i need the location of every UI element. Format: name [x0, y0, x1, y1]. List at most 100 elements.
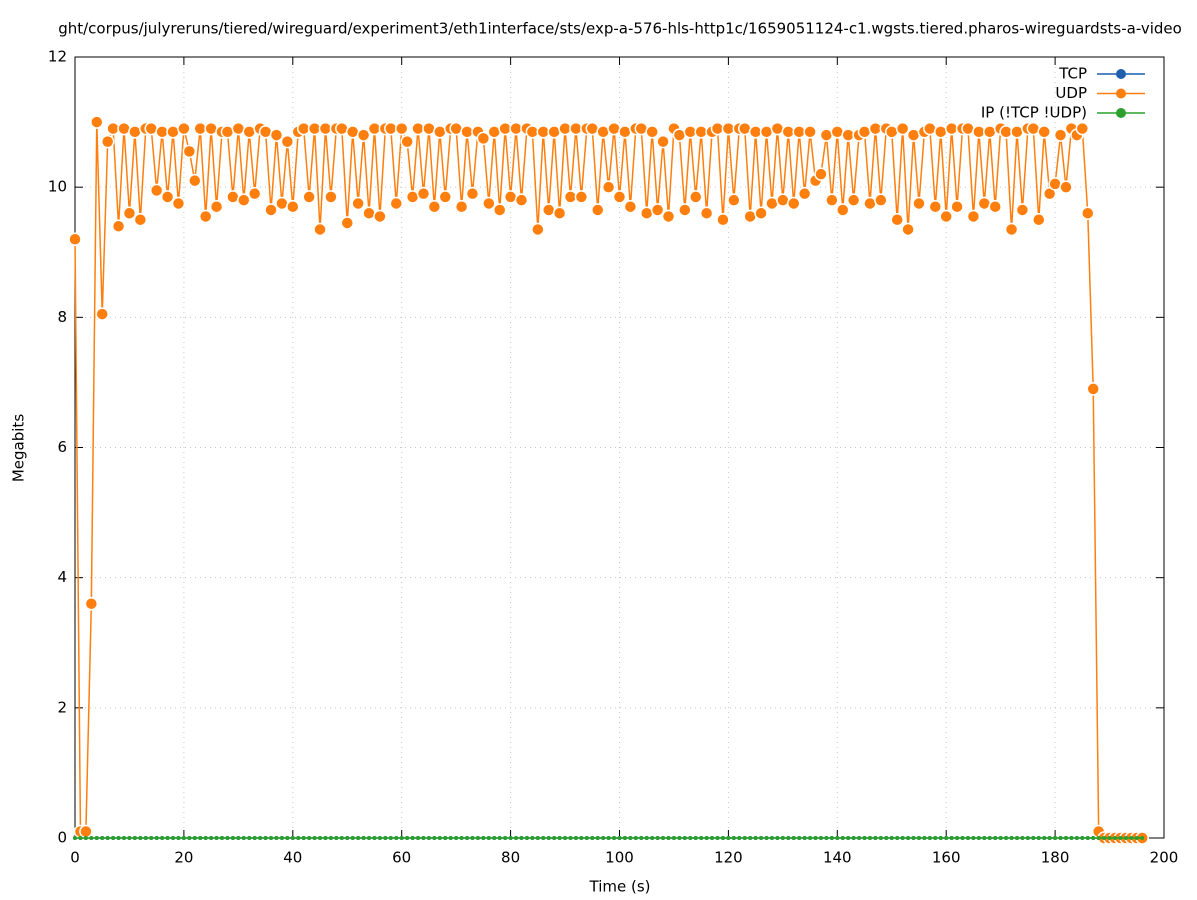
data-point: [950, 199, 964, 214]
data-point: [1081, 206, 1095, 220]
data-point: [824, 836, 829, 840]
data-point: [1026, 121, 1041, 136]
data-point: [422, 121, 436, 136]
data-point: [160, 836, 165, 840]
data-point: [547, 125, 561, 139]
data-point: [753, 836, 758, 840]
data-point: [568, 836, 573, 840]
data-point: [296, 836, 301, 840]
data-point: [432, 836, 437, 840]
data-point: [901, 222, 915, 237]
data-point: [846, 193, 861, 207]
x-tick-label: 160: [932, 849, 961, 867]
data-point: [269, 836, 274, 840]
data-point: [830, 125, 845, 139]
data-point: [105, 836, 110, 840]
data-point: [726, 836, 731, 840]
data-point: [731, 836, 736, 840]
data-point: [405, 836, 410, 840]
data-point: [410, 836, 415, 840]
data-point: [323, 836, 328, 840]
data-point: [573, 836, 578, 840]
data-point: [83, 836, 88, 840]
data-point: [748, 836, 753, 840]
data-point: [198, 209, 213, 224]
data-point: [264, 203, 278, 217]
data-point: [258, 125, 273, 139]
y-tick-label: 6: [57, 438, 67, 456]
data-point: [966, 209, 981, 224]
data-point: [318, 836, 323, 840]
data-point: [715, 836, 720, 840]
data-point: [944, 836, 949, 840]
x-tick-label: 180: [1041, 849, 1070, 867]
data-point: [1036, 836, 1041, 840]
data-point: [885, 125, 899, 139]
data-point: [132, 836, 137, 840]
data-point: [786, 196, 801, 211]
data-point: [68, 232, 82, 246]
data-point: [873, 836, 878, 840]
data-point: [829, 836, 834, 840]
data-point: [819, 128, 834, 142]
data-point: [791, 836, 796, 840]
data-point: [993, 836, 998, 840]
data-point: [727, 193, 741, 207]
data-point: [884, 836, 889, 840]
data-point: [900, 836, 905, 840]
data-point: [786, 836, 791, 840]
data-point: [934, 125, 948, 139]
data-point: [209, 199, 224, 214]
data-point: [454, 199, 469, 214]
data-point: [874, 193, 888, 207]
data-point: [1069, 836, 1074, 840]
data-point: [825, 193, 839, 207]
legend-marker: [1116, 88, 1126, 99]
data-point: [688, 190, 703, 204]
data-point: [737, 836, 742, 840]
data-point: [443, 836, 448, 840]
data-point: [634, 121, 649, 136]
data-point: [633, 836, 638, 840]
legend-label: TCP: [1058, 65, 1087, 83]
data-point: [531, 222, 545, 237]
data-point: [356, 128, 371, 142]
data-point: [808, 836, 813, 840]
data-point: [1014, 836, 1019, 840]
data-point: [252, 836, 257, 840]
data-point: [100, 836, 105, 840]
data-point: [128, 125, 142, 139]
data-point: [405, 190, 420, 204]
data-point: [677, 836, 682, 840]
data-point: [356, 836, 361, 840]
data-point: [655, 836, 660, 840]
data-point: [623, 199, 638, 214]
data-point: [552, 836, 557, 840]
data-point: [776, 193, 790, 207]
data-point: [612, 190, 627, 204]
data-point: [247, 836, 252, 840]
data-point: [596, 125, 610, 139]
data-point: [1080, 836, 1085, 840]
data-point: [759, 836, 764, 840]
data-point: [433, 125, 447, 139]
data-point: [497, 836, 502, 840]
y-axis-label: Megabits: [10, 414, 28, 482]
data-point: [89, 836, 94, 840]
data-point: [448, 836, 453, 840]
data-point: [530, 836, 535, 840]
data-point: [923, 121, 937, 136]
data-point: [127, 836, 132, 840]
data-point: [693, 836, 698, 840]
data-point: [1063, 836, 1068, 840]
data-point: [1009, 836, 1014, 840]
data-point: [862, 836, 867, 840]
data-point: [628, 836, 633, 840]
data-point: [1053, 128, 1068, 142]
data-point: [481, 836, 486, 840]
x-tick-label: 120: [714, 849, 743, 867]
data-point: [927, 836, 932, 840]
data-point: [437, 836, 442, 840]
data-point: [1118, 836, 1123, 840]
